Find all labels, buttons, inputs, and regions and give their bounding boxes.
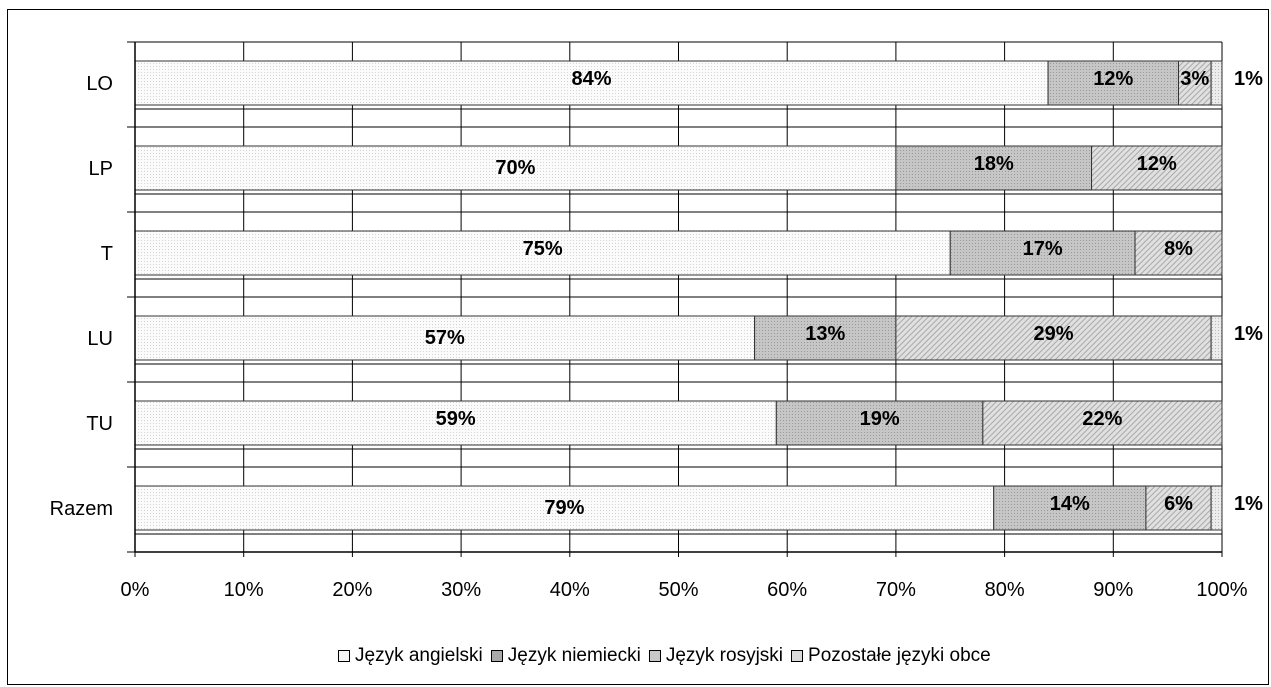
data-label: 18%	[974, 153, 1014, 175]
data-label: 79%	[544, 497, 584, 519]
category-label: T	[101, 243, 113, 265]
data-label: 14%	[1050, 493, 1090, 515]
bar-segment	[134, 485, 995, 531]
bar-segment	[1047, 60, 1180, 106]
legend-label: Język rosyjski	[665, 645, 784, 666]
data-label: 12%	[1137, 153, 1177, 175]
legend-item: Pozostałe języki obce	[791, 645, 991, 667]
x-tick-label: 30%	[441, 579, 481, 601]
x-tick-label: 60%	[767, 579, 807, 601]
data-label: 1%	[1234, 493, 1263, 515]
legend-item: Język rosyjski	[648, 645, 784, 667]
legend-swatch	[791, 650, 804, 662]
data-label: 12%	[1093, 68, 1133, 90]
bar-segment	[1210, 485, 1223, 531]
category-label: LP	[89, 158, 113, 180]
x-tick-label: 20%	[332, 579, 372, 601]
x-tick-label: 90%	[1093, 579, 1133, 601]
x-tick-label: 50%	[658, 579, 698, 601]
bar-segment	[1134, 230, 1223, 276]
data-labels: 84% 12% 3% 1% 70% 18% 12% 75% 17% 8% 57% 13% 29% 1% 59…	[425, 68, 1263, 519]
data-label: 17%	[1023, 238, 1063, 260]
bar-segment	[754, 315, 897, 361]
data-label: 29%	[1033, 323, 1073, 345]
chart-frame	[7, 9, 1269, 685]
data-label: 1%	[1234, 323, 1263, 345]
legend-swatch	[490, 650, 503, 662]
x-tick-label: 40%	[550, 579, 590, 601]
data-label: 75%	[523, 238, 563, 260]
bar-segment	[982, 400, 1223, 446]
bar-segment	[949, 230, 1136, 276]
data-label: 57%	[425, 327, 465, 349]
bar-segment	[134, 60, 1049, 106]
data-label: 13%	[805, 323, 845, 345]
legend-swatch	[338, 650, 350, 662]
legend-label: Język niemiecki	[507, 645, 641, 666]
data-label: 1%	[1234, 68, 1263, 90]
bar-segment	[134, 400, 777, 446]
legend: Język angielski Język niemiecki Język rosy…	[338, 645, 999, 667]
legend-item: Język angielski	[338, 645, 483, 667]
bar-segment	[1145, 485, 1212, 531]
category-label: LU	[87, 328, 113, 350]
data-label: 22%	[1082, 408, 1122, 430]
grid-lines	[134, 41, 1223, 552]
x-tick-label: 100%	[1196, 579, 1247, 601]
legend-swatch	[648, 650, 661, 662]
data-label: 59%	[436, 408, 476, 430]
x-tick-label: 80%	[985, 579, 1025, 601]
category-label: LO	[86, 73, 113, 95]
x-tick-label: 70%	[876, 579, 916, 601]
legend-item: Język niemiecki	[490, 645, 641, 667]
category-label: Razem	[50, 498, 113, 520]
x-tick-label: 10%	[224, 579, 264, 601]
bars	[134, 60, 1223, 531]
bar-segment	[134, 230, 951, 276]
bar-segment	[1091, 145, 1223, 191]
x-tick-label: 0%	[121, 579, 150, 601]
bar-segment	[1210, 315, 1223, 361]
legend-label: Pozostałe języki obce	[808, 645, 991, 666]
data-label: 19%	[860, 408, 900, 430]
data-label: 70%	[495, 157, 535, 179]
data-label: 84%	[572, 68, 612, 90]
bar-segment	[895, 315, 1212, 361]
category-label: TU	[86, 413, 113, 435]
bar-segment	[1210, 60, 1223, 106]
bar-segment	[134, 145, 897, 191]
data-label: 6%	[1164, 493, 1193, 515]
legend-label: Język angielski	[355, 645, 483, 666]
data-label: 8%	[1164, 238, 1193, 260]
data-label: 3%	[1180, 68, 1209, 90]
axes: 0% 10% 20% 30% 40% 50% 60% 70% 80% 90% 100% LO LP T LU…	[50, 41, 1248, 601]
